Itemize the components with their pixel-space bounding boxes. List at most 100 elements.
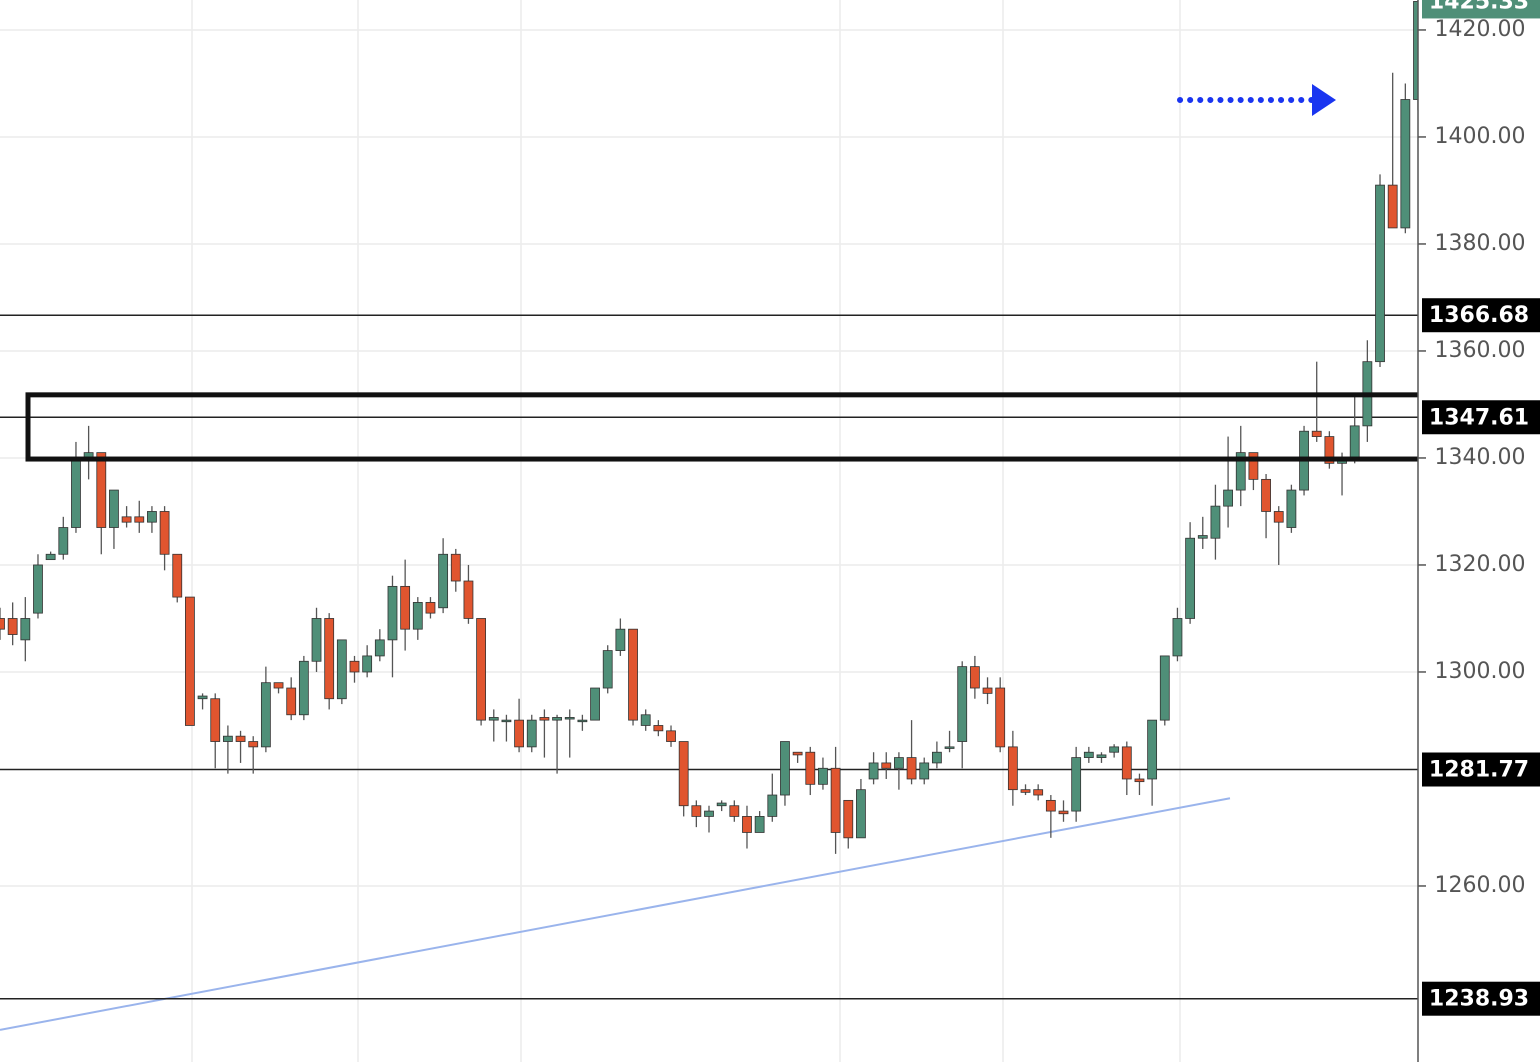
- candle-body: [7, 618, 18, 635]
- candle-body: [919, 762, 930, 780]
- candle-body: [1045, 799, 1056, 812]
- candle-body: [1375, 184, 1385, 363]
- candle-body: [729, 805, 740, 817]
- candle-body: [476, 618, 487, 721]
- candle-body: [666, 730, 676, 742]
- y-tick-label: 1300.00: [1435, 659, 1526, 684]
- candle-body: [1185, 537, 1196, 619]
- candle-body: [20, 618, 31, 641]
- candle-body: [577, 719, 588, 723]
- candle-body: [742, 816, 752, 833]
- candle-body: [691, 805, 702, 817]
- candle-body: [767, 794, 778, 817]
- candle-body: [71, 457, 81, 528]
- candle-body: [387, 585, 398, 641]
- price-axis-bg: [1418, 0, 1540, 1062]
- candle-body: [780, 741, 790, 796]
- candle-body: [995, 687, 1006, 748]
- candle-body: [197, 695, 208, 700]
- candle-body: [1235, 452, 1246, 491]
- candle-body: [1147, 719, 1158, 780]
- level-label: 1281.77: [1429, 758, 1529, 783]
- level-label: 1366.68: [1429, 303, 1529, 328]
- candle-body: [818, 767, 828, 785]
- candle-body: [640, 714, 651, 726]
- candle-body: [792, 751, 803, 756]
- candle-body: [172, 553, 183, 598]
- candle-body: [374, 639, 385, 657]
- candle-body: [1349, 425, 1360, 459]
- candle-body: [1248, 452, 1259, 480]
- candle-body: [1159, 655, 1170, 721]
- candle-body: [1007, 746, 1018, 791]
- candle-body: [1109, 746, 1120, 753]
- arrow-head: [1312, 84, 1336, 116]
- candle-body: [147, 511, 157, 523]
- candle-body: [843, 799, 854, 839]
- candle-body: [58, 527, 69, 555]
- candle-body: [121, 516, 132, 523]
- candle-body: [894, 757, 904, 769]
- candle-body: [311, 618, 322, 662]
- candle-body: [450, 553, 461, 582]
- candle-body: [982, 687, 993, 694]
- candle-body: [678, 741, 689, 807]
- candle-body: [615, 628, 626, 651]
- candle-body: [1197, 535, 1208, 539]
- candle-body: [324, 618, 335, 700]
- candle-body: [298, 660, 309, 716]
- level-label-bg: [1422, 400, 1540, 435]
- candle-body: [602, 650, 613, 689]
- level-label-bg: [1422, 981, 1540, 1016]
- candle-body: [590, 687, 600, 721]
- candle-body: [931, 751, 942, 764]
- candle-body: [488, 717, 499, 721]
- candle-body: [1261, 478, 1271, 512]
- candle-body: [1071, 757, 1082, 812]
- candle-body: [653, 725, 664, 732]
- candle-body: [1223, 489, 1233, 507]
- candle-body: [1387, 184, 1398, 229]
- candle-body: [134, 516, 145, 523]
- candle-body: [969, 666, 980, 689]
- y-tick-label: 1340.00: [1435, 445, 1526, 470]
- candle-body: [552, 717, 562, 721]
- candle-body: [109, 489, 119, 528]
- candle-body: [425, 602, 436, 614]
- candle-body: [856, 789, 866, 839]
- candle-body: [1400, 99, 1411, 229]
- candle-body: [906, 757, 917, 780]
- candle-body: [1096, 754, 1107, 758]
- candle-body: [222, 735, 233, 742]
- candle-body: [868, 762, 879, 780]
- candle-body: [1058, 810, 1069, 815]
- candle-body: [754, 816, 765, 833]
- candle-body: [1172, 618, 1183, 657]
- candle-body: [438, 553, 449, 609]
- arrow-annotation: [1177, 84, 1336, 116]
- y-tick-label: 1400.00: [1435, 124, 1526, 149]
- y-tick-label: 1420.00: [1435, 17, 1526, 42]
- vertical-grid: [191, 0, 1181, 1062]
- candle-body: [286, 687, 297, 716]
- candle-body: [564, 717, 575, 720]
- level-label: 1238.93: [1429, 987, 1529, 1012]
- candle-body: [273, 682, 284, 689]
- candle-body: [514, 719, 524, 748]
- candle-body: [1311, 430, 1322, 437]
- candle-body: [96, 452, 107, 528]
- candle-body: [539, 717, 550, 721]
- candle-body: [185, 596, 195, 726]
- y-tick-label: 1260.00: [1435, 873, 1526, 898]
- candle-body: [716, 802, 727, 807]
- candle-body: [1083, 751, 1094, 758]
- candle-body: [33, 564, 43, 614]
- trendline: [0, 797, 1231, 1031]
- candle-body: [1020, 789, 1031, 793]
- candle-body: [336, 639, 347, 700]
- candle-body: [1324, 436, 1335, 464]
- candle-body: [45, 553, 56, 561]
- candle-body: [944, 746, 955, 749]
